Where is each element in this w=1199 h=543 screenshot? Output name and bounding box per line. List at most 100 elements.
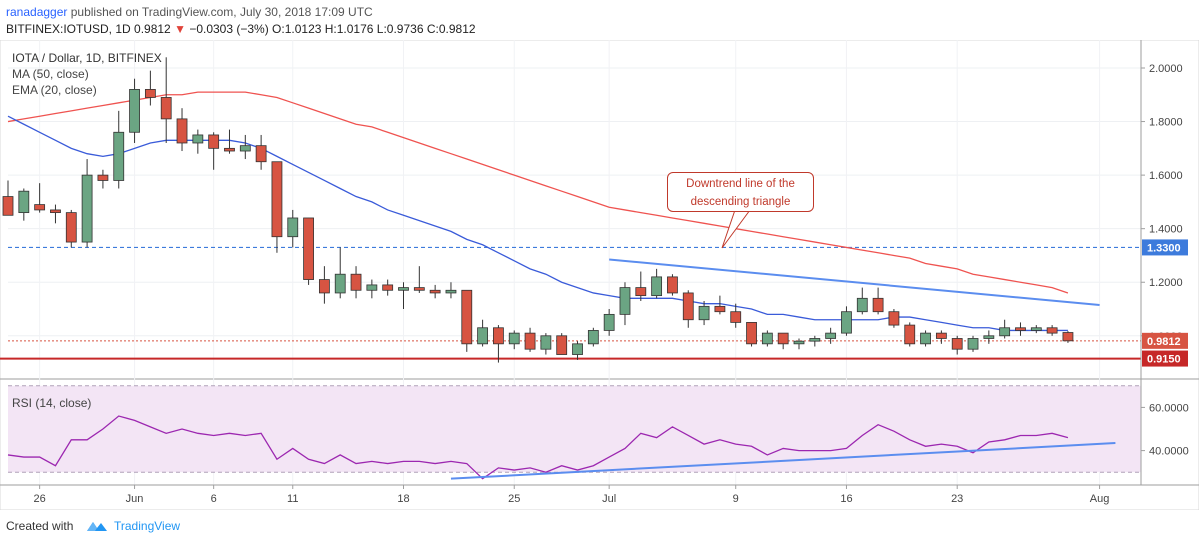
candle — [144, 70, 156, 106]
candle-body — [572, 343, 583, 355]
candle — [208, 132, 220, 170]
candle — [303, 217, 314, 285]
publish-info: ranadagger published on TradingView.com,… — [6, 5, 373, 19]
rsi-y-tick-label: 40.0000 — [1149, 446, 1189, 458]
candle-body — [888, 311, 900, 326]
candle — [366, 279, 378, 299]
y-tick-label: 1.4000 — [1149, 224, 1183, 236]
candle — [888, 309, 900, 328]
rsi-trendline — [450, 442, 1116, 480]
candle-body — [540, 335, 552, 350]
author-link[interactable]: ranadagger — [6, 5, 68, 19]
tradingview-brand[interactable]: TradingView — [114, 519, 181, 533]
candle-body — [730, 311, 742, 323]
candle — [287, 209, 299, 248]
candle-body — [34, 204, 46, 211]
candle-body — [382, 284, 394, 291]
legend-title: IOTA / Dollar, 1D, BITFINEX — [12, 51, 162, 65]
candle-body — [413, 287, 425, 291]
candle — [872, 287, 884, 315]
chart-canvas[interactable]: 2.00001.80001.60001.40001.20001.000026Ju… — [0, 40, 1199, 510]
candle-body — [872, 297, 884, 313]
candle-body — [556, 335, 568, 355]
candle — [382, 279, 394, 296]
candle-body — [113, 131, 125, 181]
candle-body — [651, 276, 663, 297]
candle — [967, 335, 979, 352]
published-text: published on TradingView.com, July 30, 2… — [70, 5, 373, 19]
callout-pointer — [721, 209, 751, 249]
candle-body — [129, 89, 140, 133]
candle-body — [97, 174, 109, 181]
rsi-line — [7, 415, 1069, 480]
candle-body — [603, 313, 615, 331]
candle-body — [508, 332, 520, 345]
candle — [413, 266, 425, 293]
candle — [619, 282, 631, 326]
candle — [1062, 331, 1074, 343]
last-price: 0.9812 — [134, 22, 171, 36]
candle-body — [619, 287, 631, 315]
annotation-line2: descending triangle — [690, 196, 791, 208]
symbol-prefix: BITFINEX:IOTUSD, 1D — [6, 22, 131, 36]
candle — [714, 295, 726, 315]
x-tick-label: 18 — [397, 493, 409, 505]
candle-body — [477, 327, 489, 345]
candle — [698, 300, 710, 326]
candle-body — [81, 174, 93, 243]
candle — [493, 325, 504, 363]
candle — [651, 268, 663, 299]
footer: Created with TradingView — [0, 510, 1199, 543]
candle-body — [303, 217, 314, 280]
candle — [113, 110, 125, 189]
ohlc-text: O:1.0123 H:1.0176 L:0.9736 C:0.9812 — [272, 22, 476, 36]
candle-body — [746, 322, 757, 345]
candle-body — [255, 145, 267, 163]
y-tick-label: 1.8000 — [1149, 117, 1183, 129]
candle-body — [524, 332, 536, 350]
candle — [429, 284, 441, 299]
candle — [239, 134, 251, 160]
candle-body — [793, 340, 805, 345]
price-label-1330-bg — [1142, 239, 1188, 256]
candle-body — [18, 190, 30, 214]
price-label-last: 0.9812 — [1147, 336, 1181, 348]
candle — [825, 327, 837, 344]
x-tick-label: 26 — [34, 493, 46, 505]
x-tick-label: 25 — [508, 493, 520, 505]
x-tick-label: 9 — [733, 493, 739, 505]
x-tick-label: 11 — [287, 493, 298, 505]
candle-body — [698, 305, 710, 321]
candle-body — [904, 324, 916, 345]
candle — [841, 306, 852, 336]
candle — [809, 335, 821, 347]
candle-body — [777, 332, 789, 345]
candle-body — [714, 305, 726, 313]
candle-body — [144, 89, 156, 98]
price-label-1330: 1.3300 — [1147, 242, 1181, 254]
ma50-line — [7, 91, 1069, 294]
candle — [793, 338, 805, 350]
candle — [129, 78, 140, 143]
candle-body — [334, 273, 346, 294]
chart-header: ranadagger published on TradingView.com,… — [0, 0, 1199, 40]
candle — [334, 247, 346, 299]
candle-body — [366, 284, 378, 291]
candle-body — [635, 287, 647, 297]
candle — [777, 332, 789, 350]
candle-body — [999, 327, 1011, 337]
x-tick-label: Jun — [126, 493, 144, 505]
candle — [524, 327, 536, 352]
candle-body — [50, 209, 61, 214]
candle-body — [983, 335, 995, 339]
candle-body — [493, 327, 504, 345]
change-text: −0.0303 (−3%) — [189, 22, 269, 36]
tradingview-logo-icon — [87, 522, 107, 531]
legend-ema: EMA (20, close) — [12, 83, 97, 97]
candle — [746, 322, 757, 347]
candle-body — [398, 287, 409, 291]
candle — [587, 327, 599, 347]
down-triangle-icon: ▼ — [174, 22, 186, 36]
candle — [951, 335, 963, 355]
y-tick-label: 2.0000 — [1149, 63, 1183, 75]
